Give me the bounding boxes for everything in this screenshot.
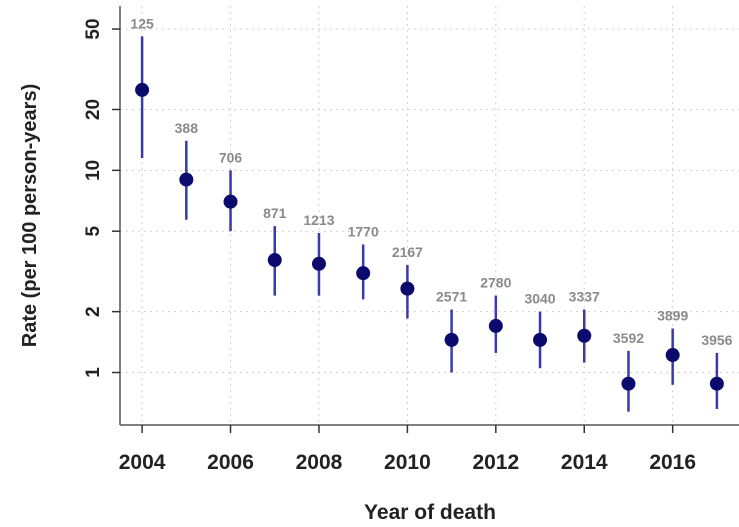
count-label: 125 [130, 15, 154, 31]
data-point [488, 318, 503, 333]
data-point [444, 332, 459, 347]
y-tick-label: 5 [83, 225, 104, 236]
count-label: 1213 [303, 212, 334, 228]
x-tick-label: 2006 [207, 451, 254, 474]
data-point [665, 348, 680, 363]
count-label: 871 [263, 205, 287, 221]
count-label: 3337 [569, 288, 600, 304]
count-label: 2167 [392, 244, 423, 260]
data-point [267, 253, 282, 268]
data-point [709, 376, 724, 391]
x-axis-label: Year of death [364, 501, 496, 524]
count-label: 2780 [480, 275, 511, 291]
data-point [179, 172, 194, 187]
count-label: 3899 [657, 308, 688, 324]
count-label: 706 [219, 149, 243, 165]
count-label: 388 [175, 120, 199, 136]
y-axis-label: Rate (per 100 person-years) [19, 84, 41, 347]
y-tick-label: 2 [83, 306, 104, 317]
error-bars [140, 36, 719, 412]
y-axis: 1 2 5 10 20 50 [83, 18, 120, 378]
count-label: 1770 [348, 223, 379, 239]
data-point [400, 281, 415, 296]
y-tick-label: 1 [83, 367, 104, 378]
count-label: 2571 [436, 288, 467, 304]
x-tick-label: 2014 [561, 451, 608, 474]
data-point [356, 266, 371, 281]
x-tick-label: 2008 [296, 451, 343, 474]
plot-frame [119, 6, 739, 426]
count-label: 3040 [524, 291, 555, 307]
grid [120, 6, 739, 425]
data-point [577, 328, 592, 343]
data-point [621, 376, 636, 391]
data-point [311, 256, 326, 271]
data-points [135, 82, 724, 391]
count-label: 3956 [701, 332, 732, 348]
y-tick-label: 20 [83, 99, 104, 120]
count-labels: 125 388 706 871 1213 1770 2167 2571 2780 3040 3337… [130, 15, 732, 348]
count-label: 3592 [613, 330, 644, 346]
y-tick-label: 10 [83, 160, 104, 181]
x-tick-label: 2010 [384, 451, 431, 474]
y-tick-label: 50 [83, 18, 104, 39]
x-tick-label: 2012 [472, 451, 519, 474]
x-tick-label: 2004 [119, 451, 166, 474]
data-point [135, 82, 150, 97]
x-tick-label: 2016 [649, 451, 696, 474]
data-point [223, 194, 238, 209]
data-point [533, 332, 548, 347]
x-axis: 2004 2006 2008 2010 2012 2014 2016 [119, 425, 696, 474]
